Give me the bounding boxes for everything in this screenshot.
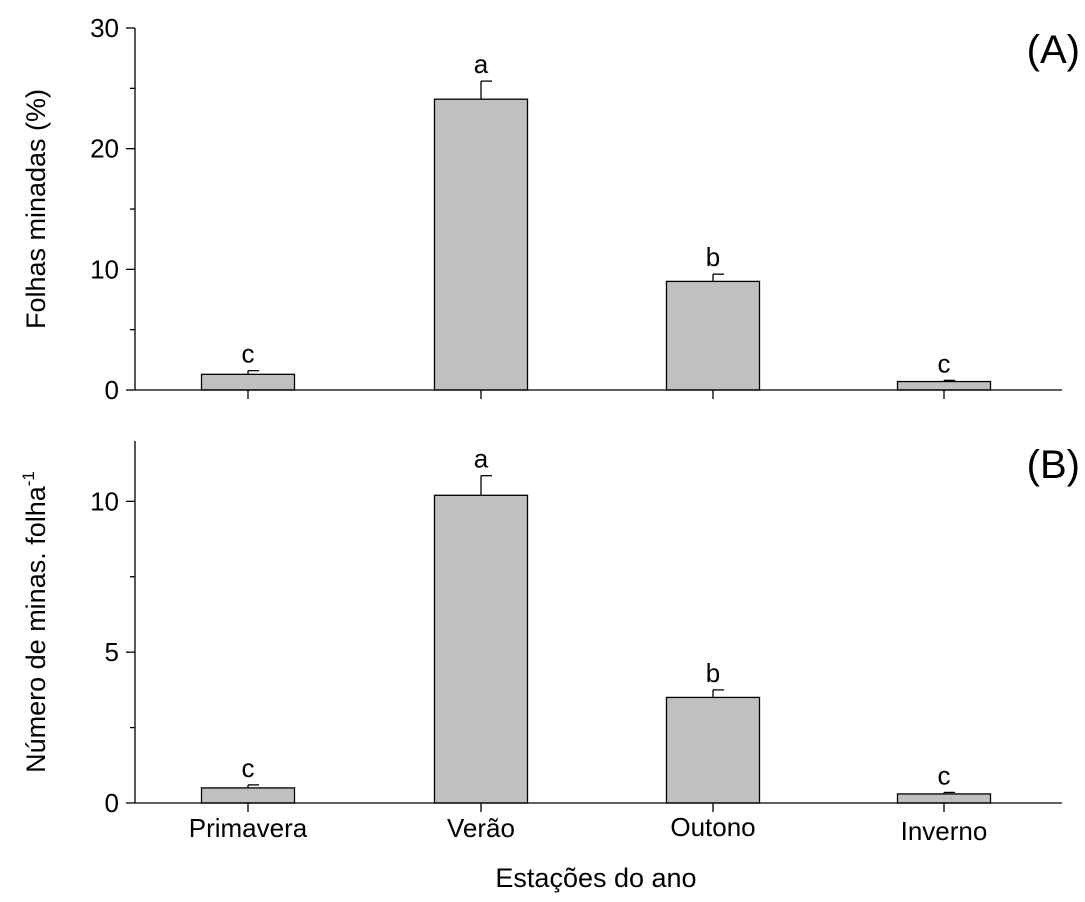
x-tick-label-2: Outono xyxy=(670,812,755,842)
sig-letter-b-0: c xyxy=(242,753,255,783)
bar-b-0 xyxy=(200,787,296,804)
bar-b-1 xyxy=(433,494,529,804)
y-tick-label-a-3: 30 xyxy=(90,13,119,43)
panel-a-chart: c a b c 0 10 20 30 (A) Folhas minadas (%) xyxy=(21,13,1080,405)
sig-letter-b-1: a xyxy=(474,444,489,474)
panel-b-chart: c a b c 0 5 10 (B) Número de minas. folha-1 Prima… xyxy=(19,441,1080,846)
y-tick-label-b-2: 10 xyxy=(90,486,119,516)
x-tick-label-1: Verão xyxy=(447,813,515,843)
sig-letter-a-1: a xyxy=(474,49,489,79)
y-axis-title-superscript-b: -1 xyxy=(19,471,38,486)
panel-label-b: (B) xyxy=(1027,443,1080,487)
x-tick-label-0: Primavera xyxy=(189,813,308,843)
y-tick-label-b-1: 5 xyxy=(105,637,119,667)
x-axis-title: Estações do ano xyxy=(495,863,696,893)
bar-a-0 xyxy=(200,373,296,391)
bar-a-1 xyxy=(433,98,529,391)
y-axis-title-b: Número de minas. folha-1 xyxy=(19,471,51,773)
y-axis-title-text-b: Número de minas. folha xyxy=(21,485,51,773)
x-tick-label-3: Inverno xyxy=(901,816,988,846)
sig-letter-a-2: b xyxy=(706,242,720,272)
y-tick-label-a-1: 10 xyxy=(90,254,119,284)
panel-label-a: (A) xyxy=(1027,28,1080,72)
y-tick-label-b-0: 0 xyxy=(105,788,119,818)
y-tick-label-a-0: 0 xyxy=(105,375,119,405)
y-axis-title-a: Folhas minadas (%) xyxy=(21,89,51,329)
sig-letter-b-3: c xyxy=(938,760,951,790)
sig-letter-b-2: b xyxy=(706,658,720,688)
bar-a-2 xyxy=(665,280,761,391)
bar-b-2 xyxy=(665,696,761,804)
bar-a-3 xyxy=(896,380,992,391)
sig-letter-a-0: c xyxy=(242,339,255,369)
sig-letter-a-3: c xyxy=(938,348,951,378)
y-tick-label-a-2: 20 xyxy=(90,134,119,164)
bar-b-3 xyxy=(896,793,992,804)
y-axis-title-text-a: Folhas minadas (%) xyxy=(21,89,51,329)
